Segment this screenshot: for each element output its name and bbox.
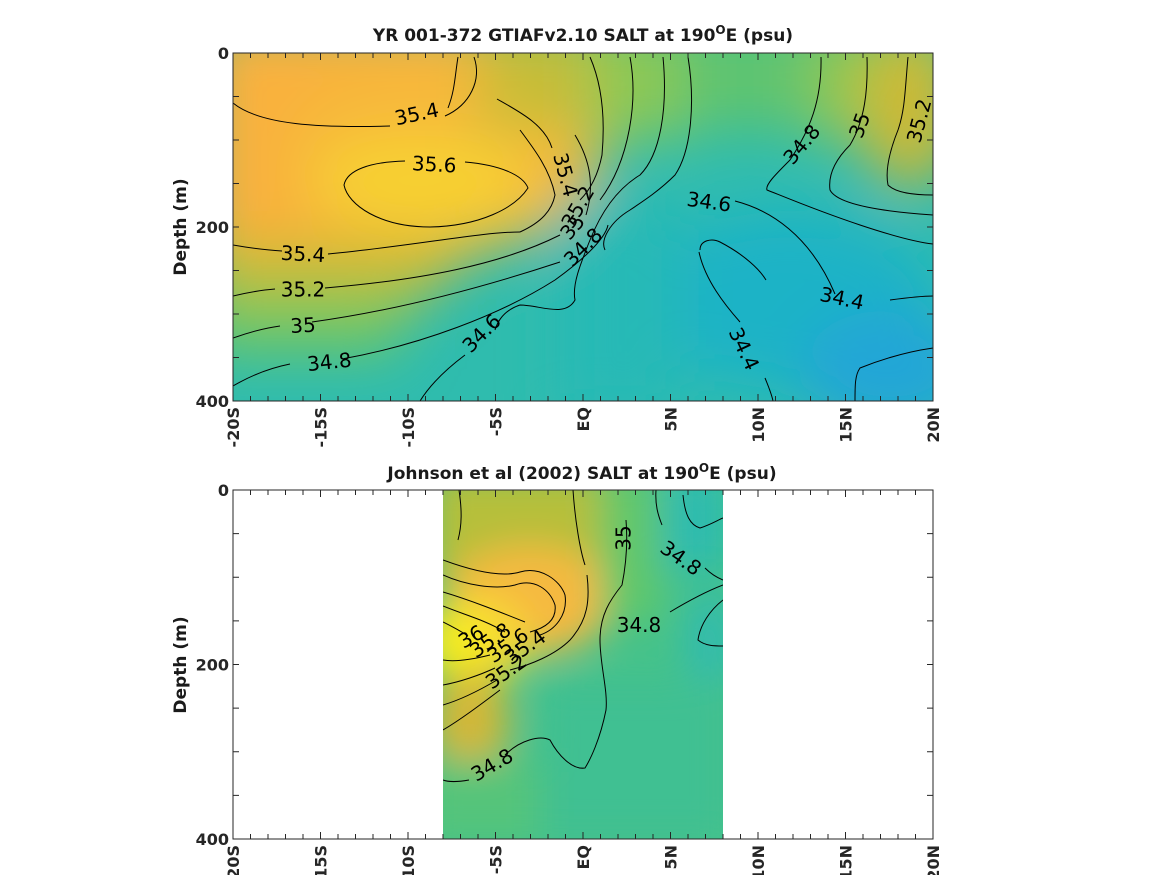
chart-bottom-contours xyxy=(443,490,723,782)
chart-top-axes: -20S -15S -10S -5S EQ 5N 10N 15N 20N 0 200 400 xyxy=(196,44,943,447)
chart-top-contour-label: 35.2 xyxy=(281,278,326,302)
chart-bottom-x-tick-label: 15N xyxy=(837,845,856,875)
chart-bottom-y-tick-label: 400 xyxy=(196,830,229,849)
chart-top-title: YR 001-372 GTIAFv2.10 SALT at 190OE (psu… xyxy=(372,23,793,46)
chart-bottom-x-tick-label: -15S xyxy=(312,845,331,875)
chart-bottom-y-tick-label: 0 xyxy=(218,481,229,500)
chart-top-x-tick-label: 10N xyxy=(749,407,768,443)
chart-top-x-tick-label: -10S xyxy=(399,407,418,447)
chart-bottom-title: Johnson et al (2002) SALT at 190OE (psu) xyxy=(386,461,776,484)
chart-bottom-x-tick-label: -20S xyxy=(224,845,243,875)
chart-bottom-heatmap xyxy=(443,490,723,839)
chart-top-contour-label: 35.4 xyxy=(280,241,326,267)
chart-top-x-tick-label: 15N xyxy=(837,407,856,443)
chart-bottom-x-tick-label: EQ xyxy=(574,845,593,870)
chart-bottom-contour-label: 35 xyxy=(611,525,635,550)
chart-top-contour-label: 35.6 xyxy=(411,151,457,177)
chart-top-contour-label: 35 xyxy=(290,313,317,338)
chart-bottom: Johnson et al (2002) SALT at 190OE (psu) xyxy=(171,461,943,875)
chart-top-x-tick-label: -15S xyxy=(312,407,331,447)
chart-bottom-x-tick-label: 5N xyxy=(662,845,681,870)
chart-top-ylabel: Depth (m) xyxy=(171,178,191,275)
chart-bottom-y-tick-label: 200 xyxy=(196,656,229,675)
chart-bottom-x-tick-label: 10N xyxy=(749,845,768,875)
chart-top-x-tick-label: 5N xyxy=(662,407,681,432)
chart-top-x-tick-label: 20N xyxy=(924,407,943,443)
chart-top-y-tick-label: 200 xyxy=(196,218,229,237)
chart-top-x-tick-label: -5S xyxy=(487,407,506,436)
chart-top-x-tick-label: EQ xyxy=(574,407,593,432)
chart-bottom-x-tick-label: -10S xyxy=(399,845,418,875)
chart-bottom-x-tick-label: -5S xyxy=(487,845,506,874)
chart-top-x-tick-label: -20S xyxy=(224,407,243,447)
chart-bottom-axes: -20S -15S -10S -5S EQ 5N 10N 15N 20N 0 200 400 xyxy=(196,481,943,875)
chart-bottom-ylabel: Depth (m) xyxy=(171,616,191,713)
chart-top-contour-label: 34.8 xyxy=(306,348,353,377)
chart-top-contours xyxy=(233,56,933,401)
chart-top-heatmap xyxy=(233,53,933,401)
chart-bottom-x-tick-label: 20N xyxy=(924,845,943,875)
chart-bottom-contour-label: 34.8 xyxy=(617,613,662,637)
chart-top-y-tick-label: 0 xyxy=(218,44,229,63)
chart-top-y-tick-label: 400 xyxy=(196,392,229,411)
chart-top: YR 001-372 GTIAFv2.10 SALT at 190OE (psu… xyxy=(171,23,943,447)
